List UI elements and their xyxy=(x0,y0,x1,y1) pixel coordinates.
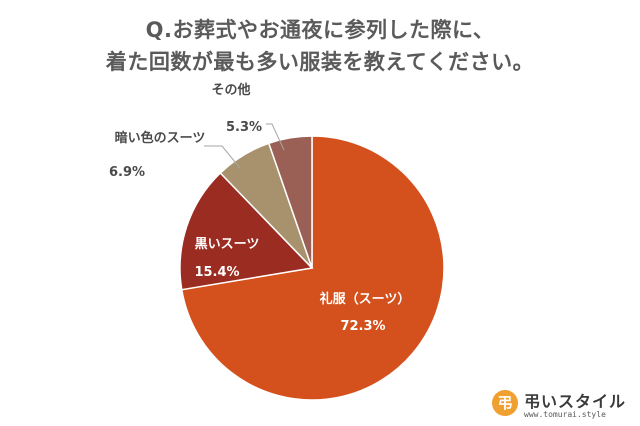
slice-category-label-1: 礼服（スーツ） xyxy=(320,291,411,307)
pie-slices xyxy=(179,135,445,401)
logo-mark-icon: 弔 xyxy=(492,390,518,416)
slice-labels: 礼服（スーツ） 72.3% 黒いスーツ 15.4% 暗い色のスーツ 6.9% その他 5.3% xyxy=(109,82,410,334)
leader-lines xyxy=(204,123,285,169)
logo-url: www.tomurai.style xyxy=(524,410,606,419)
slice-category-label-2: 黒いスーツ xyxy=(195,236,260,252)
slice-value-label-1: 72.3% xyxy=(340,319,385,334)
leader-line-3 xyxy=(204,145,241,169)
slice-category-label-3: 暗い色のスーツ xyxy=(115,130,206,146)
chart-title-line-1: Q.お葬式やお通夜に参列した際に、 xyxy=(145,18,495,42)
slice-category-label-4: その他 xyxy=(211,82,250,98)
chart-title-line-2: 着た回数が最も多い服装を教えてください。 xyxy=(105,50,535,74)
leader-line-4 xyxy=(266,123,285,151)
slice-value-label-4: 5.3% xyxy=(226,120,262,135)
slice-value-label-2: 15.4% xyxy=(194,265,239,280)
pie-slice-2 xyxy=(179,171,314,291)
logo-name: 弔いスタイル xyxy=(524,392,627,411)
pie-slice-4 xyxy=(267,135,313,269)
brand-logo: 弔 弔いスタイル www.tomurai.style xyxy=(490,386,640,426)
slice-value-label-3: 6.9% xyxy=(109,165,145,180)
